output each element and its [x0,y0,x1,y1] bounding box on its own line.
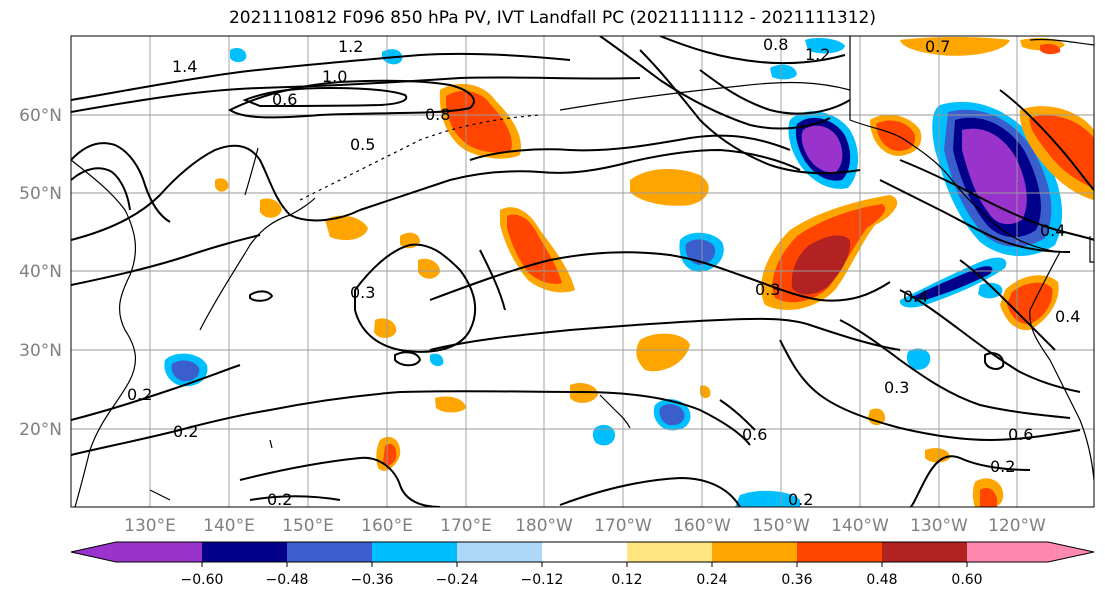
lat-label: 40°N [19,262,62,282]
colorbar-segment [202,542,287,562]
svg-text:0.4: 0.4 [1055,307,1080,326]
svg-text:0.2: 0.2 [788,490,813,509]
figure-title: 2021110812 F096 850 hPa PV, IVT Landfall… [228,8,876,28]
lon-label: 130°E [124,516,176,536]
svg-text:0.2: 0.2 [267,490,292,509]
svg-text:0.3: 0.3 [350,283,375,302]
colorbar-segment [797,542,882,562]
colorbar-tick: −0.36 [351,572,394,588]
colorbar-tick: 0.24 [696,572,727,588]
svg-text:0.2: 0.2 [990,457,1015,476]
colorbar-segment [542,542,627,562]
lon-label: 180°W [515,516,573,536]
map-area: 1.4 1.2 1.0 0.6 0.5 0.8 0.3 0.2 0.6 0.4 … [71,35,1094,509]
colorbar-tick: 0.36 [781,572,812,588]
svg-text:0.4: 0.4 [1040,221,1065,240]
lat-label: 20°N [19,420,62,440]
lon-label: 150°W [752,516,810,536]
coastlines [71,36,1094,507]
svg-text:0.8: 0.8 [763,35,788,54]
svg-text:0.8: 0.8 [425,105,450,124]
lat-label: 50°N [19,184,62,204]
svg-text:1.4: 1.4 [172,57,197,76]
colorbar: −0.60 −0.48 −0.36 −0.24 −0.12 0.12 0.24 … [70,541,1095,588]
japan-coast [199,197,316,331]
colorbar-segment [287,542,372,562]
map-frame [70,35,1095,508]
svg-text:0.2: 0.2 [173,422,198,441]
svg-text:0.3: 0.3 [884,378,909,397]
colorbar-segment [1048,542,1094,562]
svg-text:0.4: 0.4 [903,287,928,306]
shaded-anomalies [164,37,1094,507]
colorbar-segment [372,542,457,562]
svg-text:1.2: 1.2 [805,45,830,64]
lon-label: 140°E [203,516,255,536]
lon-label: 120°W [988,516,1046,536]
north-america-coast [1029,251,1094,481]
colorbar-segment [882,542,967,562]
colorbar-tick: 0.48 [866,572,897,588]
svg-text:1.0: 1.0 [322,67,347,86]
aleutians [299,114,541,201]
colorbar-tick: 0.12 [611,572,642,588]
contour-labels: 1.4 1.2 1.0 0.6 0.5 0.8 0.3 0.2 0.6 0.4 … [127,35,1080,509]
colorbar-tick: −0.24 [436,572,479,588]
colorbar-segment [712,542,797,562]
colorbar-tick: −0.12 [521,572,564,588]
colorbar-segment [627,542,712,562]
svg-text:0.2: 0.2 [127,385,152,404]
svg-text:0.6: 0.6 [272,90,297,109]
colorbar-tick: −0.60 [181,572,224,588]
colorbar-tick: 0.60 [951,572,982,588]
lon-label: 160°W [673,516,731,536]
svg-text:0.3: 0.3 [755,280,780,299]
latitude-labels: 60°N 50°N 40°N 30°N 20°N [19,106,62,440]
lon-label: 130°W [910,516,968,536]
lon-label: 170°W [594,516,652,536]
pv-contours [71,36,1094,507]
svg-text:0.6: 0.6 [1008,425,1033,444]
lon-label: 160°E [361,516,413,536]
colorbar-segment [457,542,542,562]
lon-label: 150°E [282,516,334,536]
svg-text:0.6: 0.6 [742,425,767,444]
lat-label: 60°N [19,106,62,126]
colorbar-segment [967,542,1049,562]
longitude-labels: 130°E 140°E 150°E 160°E 170°E 180°W 170°… [124,516,1046,536]
svg-text:0.7: 0.7 [925,37,950,56]
svg-text:1.2: 1.2 [338,37,363,56]
lon-label: 140°W [831,516,889,536]
colorbar-tick: −0.48 [266,572,309,588]
lon-label: 170°E [440,516,492,536]
colorbar-segment [116,542,202,562]
svg-text:0.5: 0.5 [350,135,375,154]
lat-label: 30°N [19,341,62,361]
colorbar-segment [71,542,117,562]
alaska-coast [849,36,1061,253]
